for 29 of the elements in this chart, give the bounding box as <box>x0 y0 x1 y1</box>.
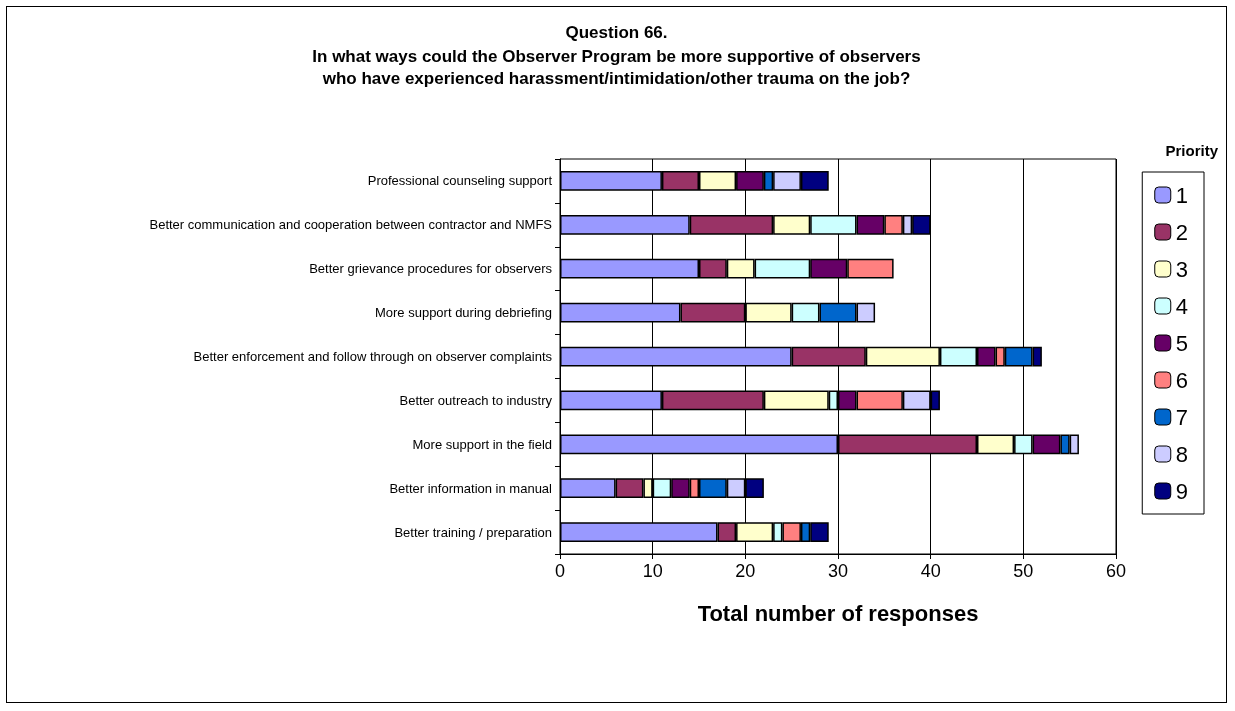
y-tick-label: Better grievance procedures for observers <box>309 261 553 277</box>
x-tick-label: 10 <box>642 561 663 581</box>
legend-label: 3 <box>1175 256 1189 282</box>
y-tick-label: More support in the field <box>412 436 552 452</box>
x-tick-label: 50 <box>1013 561 1034 581</box>
legend-label: 7 <box>1175 404 1189 430</box>
y-tick-label: Better communication and cooperation between contractor and NMFS <box>149 217 553 233</box>
chart-title: Question 66. <box>565 23 668 42</box>
legend-label: 6 <box>1175 367 1189 393</box>
y-tick-label: Better information in manual <box>389 480 553 496</box>
x-tick-label: 0 <box>554 561 566 581</box>
legend-label: 4 <box>1175 293 1189 319</box>
y-tick-label: Better outreach to industry <box>399 392 553 408</box>
y-tick-label: Better enforcement and follow through on observer complaints <box>193 349 553 364</box>
legend-title: Priority <box>1165 142 1219 159</box>
chart-subtitle: In what ways could the Observer Program be more supportive of observers who have experienced harassment/intimidation/other trauma on the job? <box>312 46 921 88</box>
legend-label: 1 <box>1175 182 1189 208</box>
legend-label: 9 <box>1175 478 1189 504</box>
legend-label: 8 <box>1175 441 1189 467</box>
x-tick-label: 30 <box>827 561 849 581</box>
x-tick-label: 40 <box>920 561 941 581</box>
y-tick-label: More support during debriefing <box>374 305 552 321</box>
x-axis-title: Total number of responses <box>697 600 979 626</box>
x-tick-label: 20 <box>735 561 756 581</box>
legend-label: 2 <box>1175 219 1189 245</box>
y-tick-label: Professional counseling support <box>367 173 553 189</box>
legend-label: 5 <box>1175 330 1189 356</box>
y-tick-label: Better training / preparation <box>394 524 552 540</box>
x-tick-label: 60 <box>1105 561 1127 581</box>
